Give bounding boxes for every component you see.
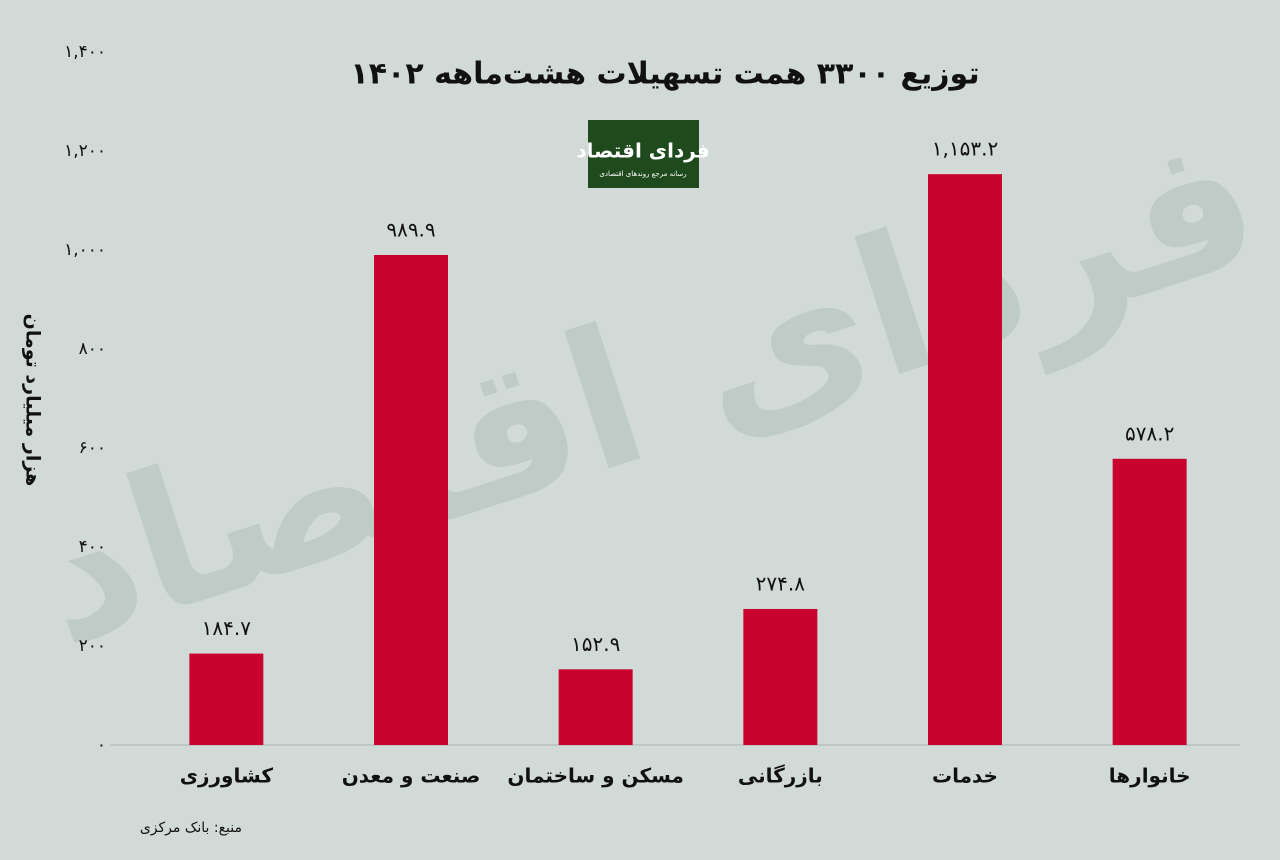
y-tick-label: ۱,۰۰۰ [64, 240, 106, 260]
y-tick-label: ۲۰۰ [79, 636, 106, 656]
source: منبع: بانک مرکزی [140, 820, 242, 836]
value-label: ۲۷۴.۸ [756, 571, 806, 595]
bar [374, 254, 448, 745]
bar [189, 653, 264, 745]
y-tick-label: ۱,۴۰۰ [64, 42, 106, 62]
logo-box [588, 120, 699, 188]
value-label: ۱۵۲.۹ [571, 632, 620, 656]
value-label: ۱,۱۵۳.۲ [932, 137, 998, 161]
x-tick-label: صنعت و معدن [342, 764, 481, 788]
value-label: ۵۷۸.۲ [1125, 421, 1174, 445]
y-tick-label: ۸۰۰ [79, 339, 106, 359]
bar [558, 669, 633, 745]
bar [928, 174, 1002, 745]
logo-tagline: رسانه مرجع روندهای اقتصادی [599, 170, 686, 178]
x-tick-label: کشاورزی [180, 764, 274, 788]
y-tick-label: ۴۰۰ [79, 537, 106, 557]
logo-name: فردای اقتصاد [576, 139, 710, 163]
bar [743, 608, 818, 745]
y-tick-label: ۰ [97, 735, 106, 755]
chart-title: توزیع ۳۳۰۰ همت تسهیلات هشت‌ماهه ۱۴۰۲ [350, 57, 979, 92]
x-tick-label: خدمات [932, 764, 998, 788]
value-label: ۹۸۹.۹ [386, 217, 435, 241]
x-tick-label: خانوارها [1109, 764, 1191, 788]
x-tick-label: بازرگانی [738, 764, 823, 788]
y-tick-label: ۶۰۰ [79, 438, 106, 458]
x-tick-label: مسکن و ساختمان [507, 764, 683, 788]
y-tick-label: ۱,۲۰۰ [64, 141, 106, 161]
bar [1112, 458, 1187, 745]
y-axis-label: هزار میلیارد تومان [22, 314, 44, 487]
value-label: ۱۸۴.۷ [202, 616, 252, 640]
